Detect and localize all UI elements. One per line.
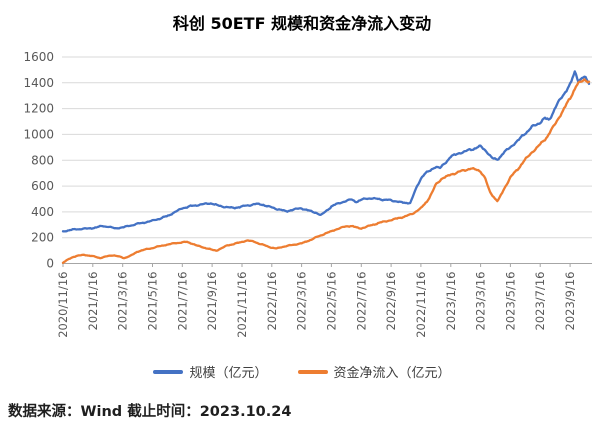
x-axis-tick-label: 2023/9/16 bbox=[563, 272, 577, 331]
y-axis-tick-label: 200 bbox=[31, 231, 54, 245]
y-axis-tick-labels: 0 200 400 600 800 1000 1200 1400 1600 bbox=[23, 50, 54, 271]
legend-label-scale: 规模（亿元） bbox=[189, 366, 268, 381]
x-axis-tick-label: 2021/11/16 bbox=[235, 272, 249, 338]
x-axis-tick-label: 2023/3/16 bbox=[474, 271, 488, 330]
chart-title: 科创 50ETF 规模和资金净流入变动 bbox=[172, 14, 432, 33]
y-axis-tick-label: 600 bbox=[31, 179, 54, 193]
legend-swatch-net-inflow-line bbox=[297, 369, 328, 374]
gridlines bbox=[62, 56, 592, 239]
x-axis-tick-labels: 2020/11/16 2021/1/16 2021/3/16 2021/5/16 202… bbox=[56, 271, 577, 337]
x-axis-tick-label: 2022/3/16 bbox=[295, 272, 309, 331]
x-axis-tick-label: 2022/9/16 bbox=[384, 272, 398, 331]
x-axis-ticks bbox=[62, 263, 571, 267]
y-axis-tick-label: 1600 bbox=[23, 50, 54, 64]
x-axis-tick-label: 2021/1/16 bbox=[86, 272, 100, 331]
y-axis-tick-label: 400 bbox=[31, 205, 54, 219]
x-axis-tick-label: 2021/7/16 bbox=[175, 272, 189, 331]
y-axis-tick-label: 0 bbox=[46, 257, 54, 271]
series-line-scale bbox=[61, 70, 591, 233]
series-line-net-inflow bbox=[61, 78, 591, 264]
chart-legend: 规模（亿元） 资金净流入（亿元） bbox=[0, 362, 604, 381]
y-axis-tick-label: 1400 bbox=[23, 76, 54, 90]
y-axis-tick-label: 1000 bbox=[23, 127, 54, 141]
x-axis-tick-label: 2023/5/16 bbox=[503, 272, 517, 331]
data-source-note: 数据来源：Wind 截止时间：2023.10.24 bbox=[8, 404, 292, 420]
x-axis-tick-label: 2023/7/16 bbox=[533, 272, 547, 331]
legend-item-net-inflow: 资金净流入（亿元） bbox=[297, 362, 451, 381]
x-axis-tick-label: 2020/11/16 bbox=[56, 272, 70, 338]
x-axis-tick-label: 2021/9/16 bbox=[205, 272, 219, 331]
x-axis-tick-label: 2022/11/16 bbox=[414, 272, 428, 338]
x-axis-tick-label: 2023/1/16 bbox=[444, 272, 458, 331]
y-axis-tick-label: 800 bbox=[31, 153, 54, 167]
x-axis-tick-label: 2021/3/16 bbox=[116, 272, 130, 331]
x-axis-tick-label: 2022/1/16 bbox=[265, 272, 279, 331]
legend-label-net-inflow: 资金净流入（亿元） bbox=[333, 366, 451, 381]
x-axis-tick-label: 2021/5/16 bbox=[146, 272, 160, 331]
x-axis-tick-label: 2022/5/16 bbox=[324, 272, 338, 331]
y-axis-tick-label: 1200 bbox=[23, 102, 54, 116]
legend-item-scale: 规模（亿元） bbox=[153, 362, 268, 381]
x-axis-tick-label: 2022/7/16 bbox=[354, 272, 368, 331]
legend-swatch-scale-line bbox=[153, 369, 184, 374]
